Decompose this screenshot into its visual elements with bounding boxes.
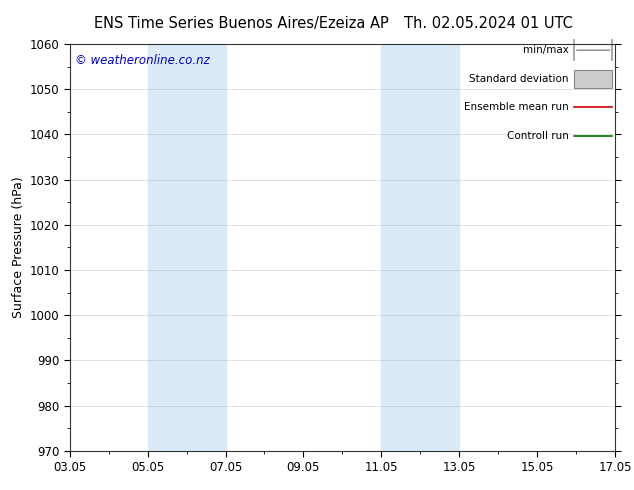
Text: ENS Time Series Buenos Aires/Ezeiza AP: ENS Time Series Buenos Aires/Ezeiza AP [94, 16, 388, 31]
Text: Th. 02.05.2024 01 UTC: Th. 02.05.2024 01 UTC [404, 16, 573, 31]
Text: Controll run: Controll run [507, 131, 569, 141]
Text: Ensemble mean run: Ensemble mean run [464, 102, 569, 112]
Y-axis label: Surface Pressure (hPa): Surface Pressure (hPa) [13, 176, 25, 318]
Text: Standard deviation: Standard deviation [469, 74, 569, 84]
Bar [381, 44, 459, 451]
Text: min/max: min/max [523, 45, 569, 55]
Bar [574, 70, 612, 88]
Bar [148, 44, 226, 451]
Text: © weatheronline.co.nz: © weatheronline.co.nz [75, 54, 210, 67]
